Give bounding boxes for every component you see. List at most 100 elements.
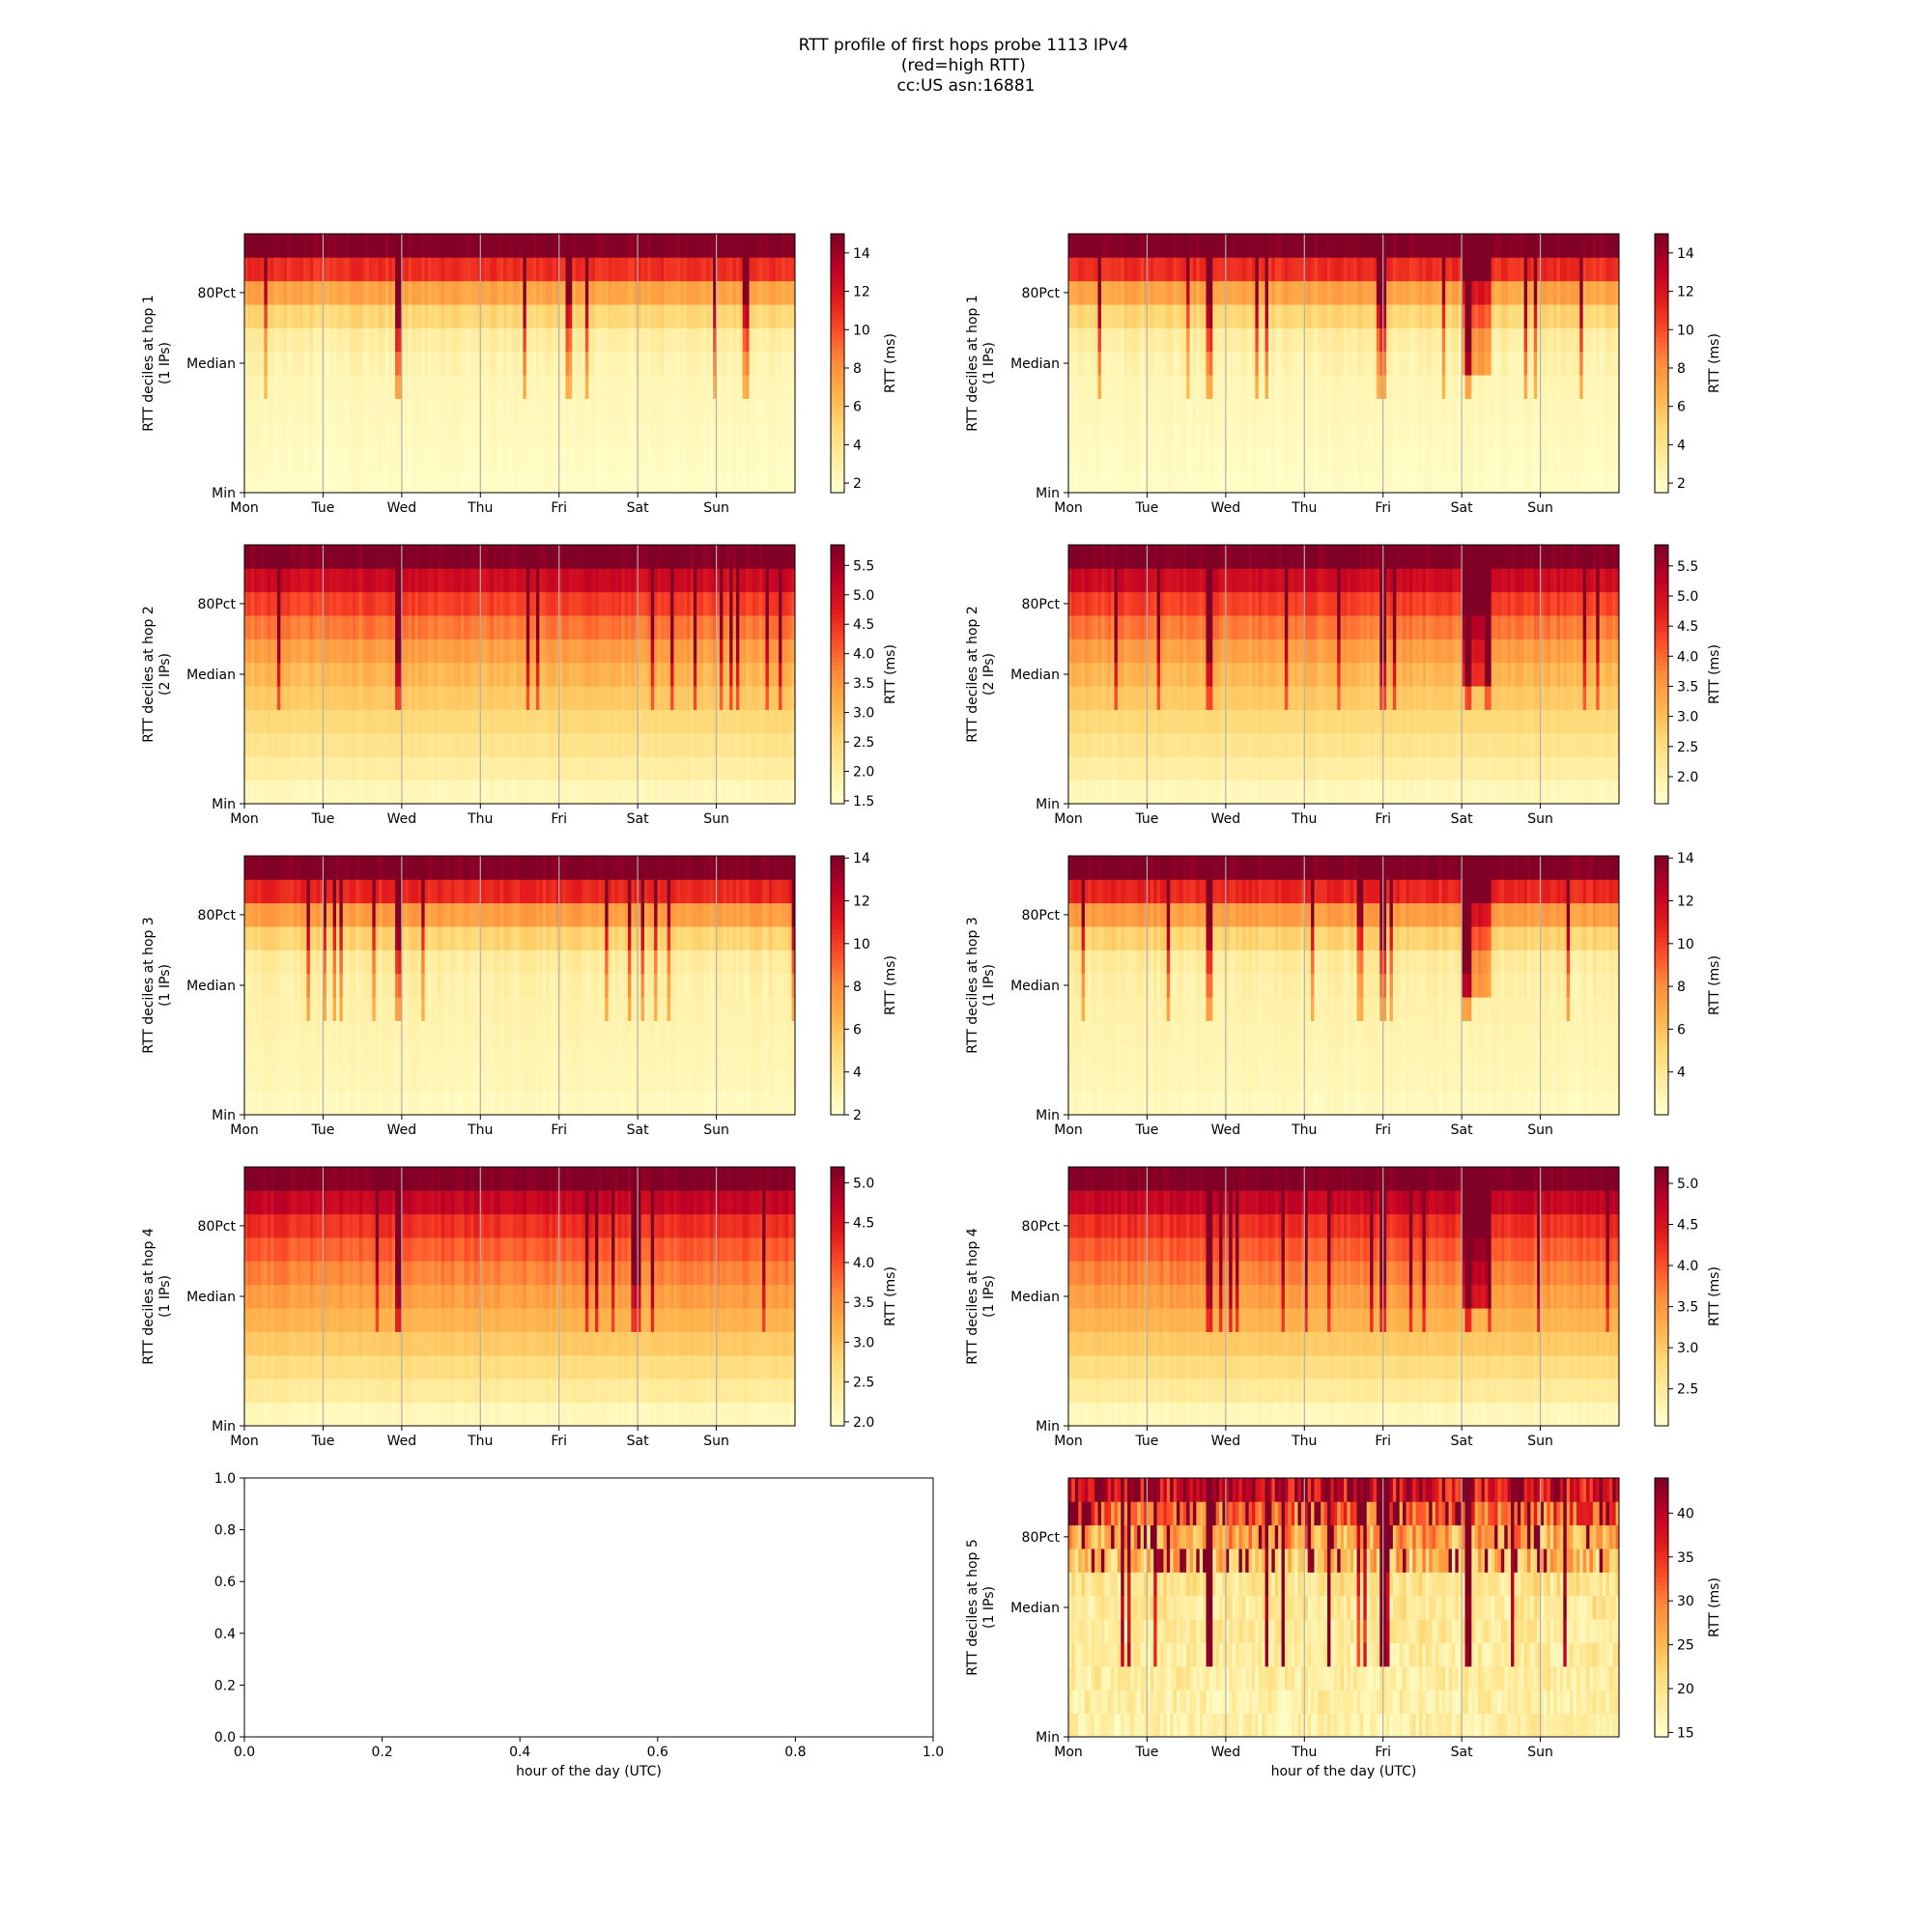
heatmap-cell	[732, 469, 737, 494]
heatmap-cell	[276, 639, 281, 664]
heatmap-cell	[683, 234, 688, 258]
heatmap-cell	[535, 591, 540, 616]
heatmap-cell	[1225, 280, 1230, 305]
heatmap-cell	[1304, 304, 1309, 328]
heatmap-cell	[1576, 327, 1580, 353]
heatmap-cell	[591, 375, 596, 399]
heatmap-cell	[529, 327, 533, 353]
heatmap-cell	[562, 280, 566, 305]
heatmap-cell	[497, 327, 501, 353]
heatmap-cell	[755, 257, 760, 282]
heatmap-cell	[1307, 375, 1312, 399]
heatmap-cell	[401, 780, 406, 805]
heatmap-cell	[746, 375, 750, 399]
heatmap-cell	[1170, 398, 1174, 423]
heatmap-cell	[497, 639, 501, 664]
heatmap-cell	[267, 709, 271, 734]
heatmap-cell	[320, 421, 324, 446]
heatmap-cell	[670, 327, 674, 353]
heatmap-cell	[772, 421, 777, 446]
y-tick-label: 80Pct	[198, 286, 237, 301]
heatmap-cell	[591, 257, 596, 282]
heatmap-cell	[719, 280, 724, 305]
heatmap-cell	[1559, 280, 1564, 305]
heatmap-cell	[1382, 327, 1387, 353]
colorbar-segment	[831, 479, 844, 485]
heatmap-cell	[1100, 280, 1105, 305]
heatmap-cell	[454, 545, 458, 569]
heatmap-cell	[316, 709, 321, 734]
heatmap-cell	[431, 351, 436, 376]
heatmap-cell	[460, 732, 465, 757]
heatmap-cell	[1288, 398, 1293, 423]
heatmap-cell	[384, 351, 389, 376]
heatmap-cell	[293, 732, 298, 757]
heatmap-cell	[382, 257, 386, 282]
heatmap-cell	[346, 304, 350, 328]
heatmap-cell	[428, 591, 432, 616]
heatmap-cell	[1274, 445, 1279, 470]
heatmap-cell	[535, 639, 540, 664]
heatmap-cell	[384, 780, 389, 805]
heatmap-cell	[650, 445, 655, 470]
heatmap-cell	[690, 351, 695, 376]
heatmap-cell	[1196, 375, 1201, 399]
heatmap-cell	[1471, 280, 1476, 305]
heatmap-cell	[244, 780, 248, 805]
heatmap-cell	[1511, 234, 1515, 258]
heatmap-cell	[1382, 375, 1387, 399]
heatmap-cell	[1121, 421, 1125, 446]
heatmap-cell	[1267, 375, 1272, 399]
heatmap-cell	[1386, 351, 1390, 376]
heatmap-cell	[1392, 351, 1397, 376]
heatmap-cell	[487, 469, 491, 494]
heatmap-cell	[293, 234, 298, 258]
heatmap-cell	[617, 304, 622, 328]
heatmap-cell	[1323, 257, 1328, 282]
heatmap-cell	[1467, 469, 1472, 494]
heatmap-cell	[1484, 421, 1489, 446]
heatmap-cell	[1363, 234, 1368, 258]
heatmap-cell	[1448, 257, 1453, 282]
heatmap-cell	[595, 398, 599, 423]
heatmap-cell	[1366, 304, 1371, 328]
heatmap-cell	[732, 445, 737, 470]
heatmap-cell	[638, 351, 641, 376]
heatmap-cell	[1222, 304, 1227, 328]
heatmap-cell	[336, 445, 340, 470]
heatmap-cell	[1088, 351, 1093, 376]
heatmap-cell	[457, 445, 462, 470]
heatmap-cell	[412, 615, 415, 639]
heatmap-cell	[368, 662, 373, 687]
heatmap-cell	[552, 639, 556, 664]
heatmap-cell	[417, 709, 422, 734]
heatmap-cell	[1533, 469, 1538, 494]
heatmap-cell	[368, 304, 373, 328]
heatmap-cell	[434, 398, 439, 423]
heatmap-cell	[565, 280, 570, 305]
heatmap-cell	[611, 257, 615, 282]
heatmap-cell	[346, 780, 350, 805]
heatmap-cell	[382, 780, 386, 805]
heatmap-cell	[1317, 445, 1321, 470]
heatmap-cell	[1203, 327, 1207, 353]
heatmap-cell	[1458, 304, 1463, 328]
heatmap-cell	[762, 398, 766, 423]
heatmap-cell	[1078, 445, 1082, 470]
heatmap-cell	[1294, 257, 1298, 282]
heatmap-cell	[1274, 469, 1279, 494]
heatmap-cell	[1241, 469, 1246, 494]
heatmap-cell	[1153, 280, 1157, 305]
heatmap-cell	[584, 398, 589, 423]
heatmap-cell	[732, 421, 737, 446]
heatmap-cell	[493, 421, 497, 446]
heatmap-cell	[490, 639, 495, 664]
colorbar-segment	[831, 355, 844, 360]
heatmap-cell	[523, 421, 527, 446]
heatmap-cell	[329, 351, 333, 376]
heatmap-cell	[1448, 375, 1453, 399]
heatmap-cell	[503, 469, 507, 494]
heatmap-cell	[752, 445, 756, 470]
heatmap-cell	[247, 686, 252, 710]
heatmap-cell	[384, 257, 389, 282]
